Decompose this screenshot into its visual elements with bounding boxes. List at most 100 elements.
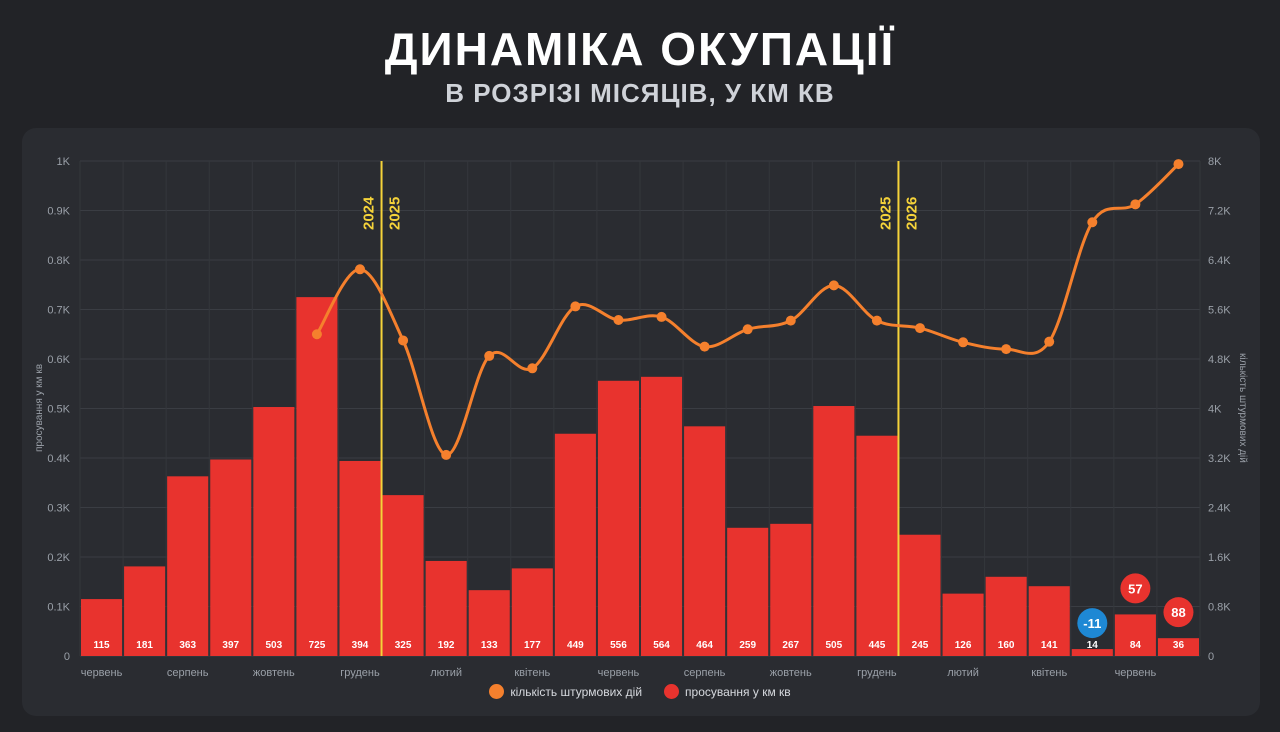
assaults-point	[699, 341, 710, 352]
y-left-tick: 0.8K	[47, 255, 70, 267]
bar-value-label: 505	[826, 640, 843, 651]
assaults-point	[1087, 217, 1098, 228]
legend-item-assaults[interactable]: кількість штурмових дій	[489, 684, 642, 699]
bar	[727, 527, 769, 656]
x-tick-label: серпень	[167, 667, 209, 679]
x-tick-label: лютий	[430, 667, 462, 679]
bar	[81, 599, 123, 656]
x-tick-label: грудень	[340, 667, 380, 679]
bar-value-label: 325	[395, 640, 412, 651]
assaults-point	[958, 337, 969, 348]
bar	[296, 297, 338, 656]
bar	[1028, 586, 1070, 656]
bar	[641, 376, 683, 656]
y-left-tick: 0.5K	[47, 404, 70, 416]
x-tick-label: жовтень	[770, 667, 812, 679]
bar-value-label: 115	[93, 640, 110, 651]
bar-value-label: 503	[266, 640, 283, 651]
x-tick-label: лютий	[947, 667, 979, 679]
bar-value-label: 192	[438, 640, 455, 651]
y-right-tick: 0.8K	[1208, 602, 1231, 614]
y-left-axis-title: просування у км кв	[34, 364, 45, 452]
assaults-point	[441, 449, 452, 460]
y-right-tick: 4.8K	[1208, 354, 1231, 366]
year-label-after: 2025	[387, 197, 404, 230]
bar	[1071, 649, 1113, 656]
legend-bar-swatch	[664, 684, 680, 699]
year-label-after: 2026	[903, 197, 920, 230]
assaults-point	[527, 363, 538, 374]
bar	[253, 407, 295, 656]
bar	[856, 435, 898, 656]
bar	[124, 566, 166, 656]
y-right-tick: 5.6K	[1208, 305, 1231, 317]
legend-item-advance[interactable]: просування у км кв	[664, 684, 791, 699]
bar	[684, 426, 726, 656]
advance-change-badge	[1120, 573, 1151, 604]
bar	[942, 593, 984, 656]
y-right-tick: 3.2K	[1208, 453, 1231, 465]
bar	[425, 560, 467, 656]
x-tick-label: квітень	[514, 667, 550, 679]
bar-value-label: 394	[352, 640, 369, 651]
bar-value-label: 133	[481, 640, 498, 651]
assaults-point	[915, 323, 925, 334]
bar-value-label: 464	[696, 640, 713, 651]
bar	[770, 523, 812, 656]
y-left-tick: 0.4K	[47, 453, 70, 465]
chart-subtitle: В РОЗРІЗІ МІСЯЦІВ, У КМ КВ	[445, 78, 835, 108]
assaults-point	[828, 280, 839, 291]
y-left-tick: 0.7K	[47, 305, 70, 317]
bar-value-label: 363	[179, 640, 196, 651]
advance-change-badge-text: 57	[1128, 581, 1142, 596]
bar-value-label: 141	[1041, 640, 1058, 651]
y-left-tick: 0.1K	[47, 602, 70, 614]
bar-value-label: 177	[524, 640, 541, 651]
assaults-point	[1173, 159, 1184, 170]
legend: кількість штурмових дій просування у км …	[0, 684, 1280, 699]
y-left-tick: 1K	[57, 156, 71, 168]
bar-value-label: 449	[567, 640, 584, 651]
bar	[985, 576, 1027, 656]
bar-value-label: 259	[739, 640, 756, 651]
assaults-point	[311, 329, 322, 340]
y-right-tick: 1.6K	[1208, 552, 1231, 564]
bar	[554, 433, 596, 656]
y-right-tick: 2.4K	[1208, 503, 1231, 515]
bar	[1114, 614, 1156, 656]
advance-change-badge-text: 88	[1171, 605, 1185, 620]
assaults-point	[484, 350, 495, 361]
bar-value-label: 84	[1130, 640, 1142, 651]
y-right-axis-title: кількість штурмових дій	[1237, 353, 1248, 463]
legend-advance-label: просування у км кв	[685, 684, 791, 699]
chart-title: ДИНАМІКА ОКУПАЦІЇ	[384, 23, 896, 75]
x-tick-label: червень	[81, 667, 123, 679]
bar-value-label: 445	[869, 640, 886, 651]
assaults-point	[742, 324, 753, 335]
assaults-point	[613, 315, 624, 326]
bar-value-label: 14	[1087, 640, 1099, 651]
y-right-tick: 7.2K	[1208, 206, 1231, 218]
x-tick-label: червень	[598, 667, 640, 679]
assaults-point	[871, 315, 882, 326]
y-left-tick: 0.6K	[47, 354, 70, 366]
bar-value-label: 126	[955, 640, 972, 651]
bar-value-label: 267	[782, 640, 799, 651]
year-label-before: 2025	[877, 197, 894, 230]
assaults-point	[570, 301, 581, 312]
bar-value-label: 36	[1173, 640, 1185, 651]
x-tick-label: червень	[1115, 667, 1157, 679]
bar	[813, 406, 855, 656]
legend-assaults-label: кількість штурмових дій	[510, 684, 643, 699]
bar	[597, 380, 639, 656]
bar	[1157, 638, 1199, 656]
bar	[899, 534, 941, 656]
advance-change-badge	[1077, 608, 1108, 639]
x-tick-label: грудень	[857, 667, 897, 679]
bar	[339, 460, 381, 656]
y-left-tick: 0	[64, 651, 70, 663]
y-right-tick: 4K	[1208, 404, 1222, 416]
bar-value-label: 181	[136, 640, 153, 651]
y-right-tick: 0	[1208, 651, 1214, 663]
